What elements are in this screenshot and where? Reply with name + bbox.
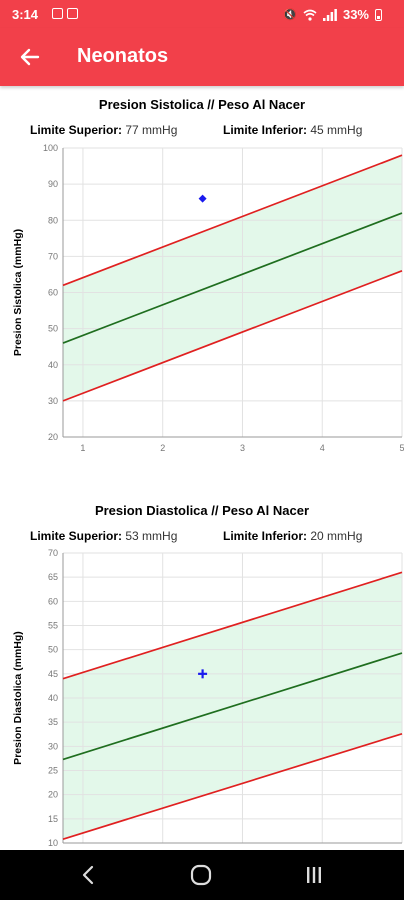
median-line (62, 212, 403, 344)
signal-icon (322, 8, 337, 21)
nav-back-button[interactable] (58, 855, 118, 895)
x-tick-label: 5 (399, 443, 404, 453)
lower-limit-line (62, 732, 403, 840)
x-tick-label: 2 (160, 443, 165, 453)
y-tick-label: 20 (48, 432, 58, 442)
home-nav-icon (190, 864, 212, 886)
battery-percent: 33% (342, 7, 369, 22)
y-tick-label: 40 (48, 360, 58, 370)
median-line (62, 652, 403, 761)
y-tick-label: 10 (48, 838, 58, 848)
image-icon (52, 8, 63, 19)
upper-limit-line (62, 571, 403, 680)
gallery-icon (67, 8, 78, 19)
systolic-chart: 20 30 40 50 60 70 80 90 100 1 2 3 4 5 Presion Sistolic… (12, 143, 404, 453)
y-tick-label: 50 (48, 645, 58, 655)
y-tick-label: 35 (48, 717, 58, 727)
y-tick-label: 60 (48, 288, 58, 298)
lower-limit-diastolic: Limite Inferior: 20 mmHg (223, 529, 362, 543)
upper-limit-value: 53 mmHg (125, 529, 178, 543)
lower-limit-value: 45 mmHg (310, 123, 363, 137)
y-tick-label: 70 (48, 548, 58, 558)
diastolic-chart: 10 15 20 25 30 35 40 45 50 55 60 65 70 Presion Diasto… (12, 548, 403, 848)
chart-title-diastolic: Presion Diastolica // Peso Al Nacer (94, 503, 310, 518)
upper-limit-label: Limite Superior: (30, 529, 123, 543)
y-axis-label: Presion Diastolica (mmHg) (12, 631, 24, 765)
status-bar: 3:14 🔇 33% (0, 0, 404, 28)
chart-title-systolic: Presion Sistolica // Peso Al Nacer (98, 97, 306, 112)
lower-limit-label: Limite Inferior: (223, 529, 308, 543)
y-tick-label: 90 (48, 179, 58, 189)
y-tick-label: 50 (48, 324, 58, 334)
y-tick-label: 80 (48, 215, 58, 225)
page-title: Neonatos (77, 45, 169, 67)
y-tick-label: 30 (48, 741, 58, 751)
arrow-left-icon (20, 48, 40, 66)
y-tick-label: 15 (48, 814, 58, 824)
upper-limit-line (62, 154, 403, 287)
x-tick-label: 1 (80, 443, 85, 453)
y-tick-label: 55 (48, 621, 58, 631)
nav-home-button[interactable] (171, 855, 231, 895)
battery-icon (375, 8, 382, 21)
upper-limit-value: 77 mmHg (125, 123, 178, 137)
y-axis-label: Presion Sistolica (mmHg) (12, 229, 24, 356)
patient-point-marker (198, 669, 208, 679)
app-bar: Neonatos (0, 28, 404, 86)
recents-nav-icon (307, 867, 321, 883)
back-nav-icon (82, 865, 94, 885)
status-time: 3:14 (12, 7, 39, 22)
upper-limit-systolic: Limite Superior: 77 mmHg (30, 123, 177, 137)
lower-limit-value: 20 mmHg (310, 529, 363, 543)
patient-point-marker (198, 194, 207, 203)
wifi-icon (303, 9, 317, 21)
navigation-bar (0, 850, 404, 900)
y-tick-label: 30 (48, 396, 58, 406)
lower-limit-label: Limite Inferior: (223, 123, 308, 137)
y-tick-label: 20 (48, 790, 58, 800)
x-tick-label: 4 (320, 443, 325, 453)
lower-limit-systolic: Limite Inferior: 45 mmHg (223, 123, 362, 137)
y-tick-label: 100 (43, 143, 58, 153)
y-tick-label: 25 (48, 766, 58, 776)
lower-limit-line (62, 270, 403, 402)
y-tick-label: 65 (48, 572, 58, 582)
mute-icon: 🔇 (283, 9, 297, 21)
y-tick-label: 45 (48, 669, 58, 679)
nav-recents-button[interactable] (284, 855, 344, 895)
back-button[interactable] (10, 37, 50, 77)
y-tick-label: 60 (48, 596, 58, 606)
y-tick-label: 40 (48, 693, 58, 703)
upper-limit-diastolic: Limite Superior: 53 mmHg (30, 529, 177, 543)
y-tick-label: 70 (48, 251, 58, 261)
upper-limit-label: Limite Superior: (30, 123, 123, 137)
x-tick-label: 3 (240, 443, 245, 453)
